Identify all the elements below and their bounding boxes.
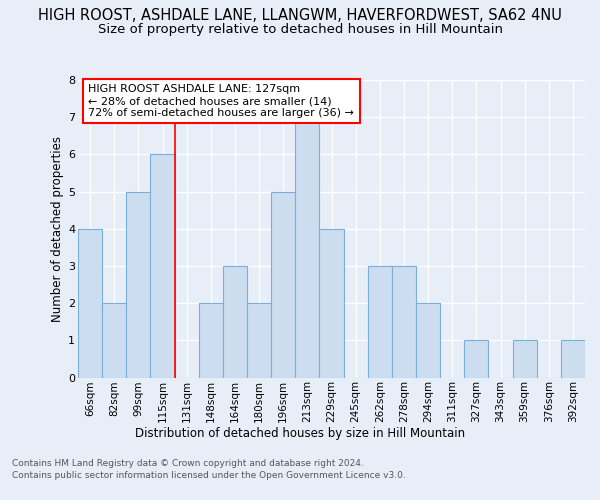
Bar (151, 154, 175, 378)
Text: Size of property relative to detached houses in Hill Mountain: Size of property relative to detached ho… (97, 22, 503, 36)
Bar (561, 340, 585, 378)
Bar (319, 229, 344, 378)
Bar (78, 229, 102, 378)
Text: Distribution of detached houses by size in Hill Mountain: Distribution of detached houses by size … (135, 428, 465, 440)
Bar (392, 266, 416, 378)
Text: Contains HM Land Registry data © Crown copyright and database right 2024.: Contains HM Land Registry data © Crown c… (12, 458, 364, 468)
Bar (271, 192, 295, 378)
Text: HIGH ROOST ASHDALE LANE: 127sqm
← 28% of detached houses are smaller (14)
72% of: HIGH ROOST ASHDALE LANE: 127sqm ← 28% of… (88, 84, 354, 117)
Bar (199, 303, 223, 378)
Bar (295, 117, 319, 378)
Bar (464, 340, 488, 378)
Bar (126, 192, 151, 378)
Y-axis label: Number of detached properties: Number of detached properties (51, 136, 64, 322)
Bar (512, 340, 537, 378)
Text: Contains public sector information licensed under the Open Government Licence v3: Contains public sector information licen… (12, 471, 406, 480)
Text: HIGH ROOST, ASHDALE LANE, LLANGWM, HAVERFORDWEST, SA62 4NU: HIGH ROOST, ASHDALE LANE, LLANGWM, HAVER… (38, 8, 562, 22)
Bar (247, 303, 271, 378)
Bar (416, 303, 440, 378)
Bar (102, 303, 126, 378)
Bar (223, 266, 247, 378)
Bar (368, 266, 392, 378)
